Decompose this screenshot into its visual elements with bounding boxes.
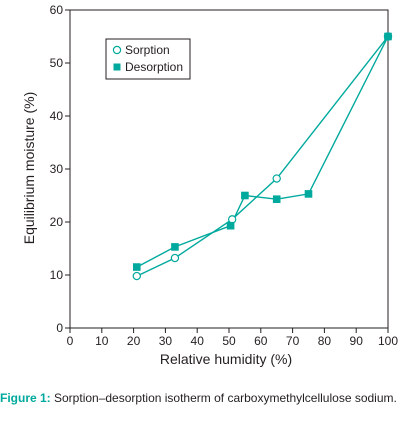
x-tick-label: 60 (254, 334, 268, 348)
x-tick-label: 10 (95, 334, 109, 348)
x-tick-label: 80 (318, 334, 332, 348)
legend-marker-desorption (113, 63, 121, 71)
y-tick-label: 60 (50, 3, 64, 17)
series-layer (132, 32, 393, 281)
legend-box (105, 38, 191, 80)
legend: Sorption Desorption (105, 38, 191, 80)
x-axis-label: Relative humidity (%) (160, 351, 292, 367)
sorption-point (272, 174, 281, 183)
y-tick-label: 30 (50, 162, 64, 176)
figure-caption-text: Sorption–desorption isotherm of carboxym… (50, 391, 397, 405)
y-axis-label: Equilibrium moisture (%) (21, 92, 37, 244)
figure-caption: Figure 1: Sorption–desorption isotherm o… (0, 390, 400, 406)
desorption-point (241, 191, 249, 200)
legend-label-desorption: Desorption (125, 60, 183, 74)
x-tick-label: 70 (286, 334, 300, 348)
desorption-point (272, 195, 281, 204)
x-tick-label: 30 (159, 334, 173, 348)
sorption-point (227, 215, 237, 224)
sorption-point (132, 271, 141, 281)
desorption-point (132, 263, 141, 271)
sorption-point (170, 253, 180, 263)
y-tick-label: 40 (50, 109, 64, 123)
x-tick-label: 90 (350, 334, 364, 348)
axes (65, 9, 389, 333)
x-tick-label: 50 (222, 334, 236, 348)
legend-marker-sorption (112, 45, 122, 55)
chart: 0 10 20 30 40 50 60 70 80 90 100 0 10 20 30 40 50 60 Rela… (21, 3, 399, 367)
x-tick-label: 20 (127, 334, 141, 348)
x-tick-label: 0 (67, 334, 74, 348)
y-tick-label: 0 (56, 321, 63, 335)
x-tick-label: 40 (191, 334, 205, 348)
desorption-point (171, 243, 179, 251)
desorption-point (304, 190, 313, 198)
legend-label-sorption: Sorption (125, 43, 170, 57)
x-tick-label: 100 (378, 334, 398, 348)
desorption-point (226, 221, 235, 230)
y-tick-label: 20 (50, 215, 64, 229)
y-tick-label: 10 (50, 268, 64, 282)
desorption-point (384, 32, 392, 41)
figure-label: Figure 1: (0, 391, 51, 405)
y-tick-label: 50 (50, 56, 64, 70)
tick-labels: 0 10 20 30 40 50 60 70 80 90 100 0 10 20 30 40 50 60 (50, 3, 399, 348)
